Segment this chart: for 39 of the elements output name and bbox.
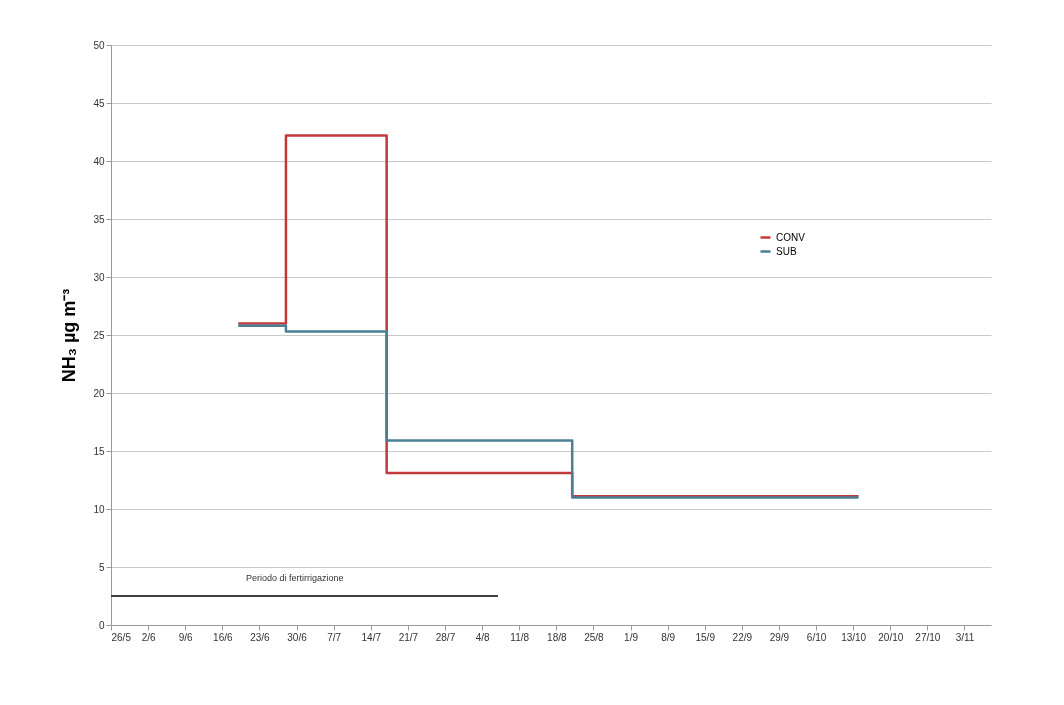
annotation: Periodo di fertirrigazione [246,573,344,583]
x-tick-label: 28/7 [435,631,456,643]
x-tick-label: 11/8 [510,631,530,643]
x-tick-label: 7/7 [327,631,342,643]
x-tick-label: 22/9 [732,631,753,643]
x-tick-label: 15/9 [695,631,716,643]
x-tick-label: 3/11 [955,631,975,643]
x-tick-label: 27/10 [915,631,941,643]
x-tick-label: 8/9 [661,631,676,643]
x-tick-label: 2/6 [141,631,156,643]
legend-label: SUB [776,245,797,257]
y-tick-label: 20 [93,387,105,399]
x-tick-label: 13/10 [841,631,867,643]
y-tick-label: 10 [93,503,105,515]
x-tick-label: 14/7 [361,631,382,643]
x-tick-label: 23/6 [250,631,271,643]
y-tick-label: 30 [93,271,105,283]
y-tick-label: 0 [98,619,105,631]
y-tick-label: 35 [93,213,105,225]
legend-label: CONV [776,231,806,243]
x-tick-label: 9/6 [178,631,194,643]
x-tick-label: 25/8 [584,631,605,643]
x-tick-label: 16/6 [213,631,233,643]
y-tick-label: 5 [98,561,105,573]
y-tick-label: 40 [93,155,105,167]
y-tick-label: 45 [93,97,105,109]
x-tick-label: 26/5 [111,631,132,643]
x-tick-label: 4/8 [475,631,490,643]
x-tick-label: 20/10 [878,631,904,643]
x-tick-label: 30/6 [287,631,308,643]
y-tick-label: 25 [93,329,105,341]
y-tick-label: 50 [93,39,105,51]
x-tick-label: 18/8 [547,631,567,643]
y-tick-label: 15 [93,445,105,457]
x-tick-label: 21/7 [398,631,419,643]
x-tick-label: 29/9 [769,631,790,643]
x-tick-label: 1/9 [624,631,639,643]
x-tick-label: 6/10 [806,631,827,643]
y-axis-title: NH₃ µg m⁻³ [59,288,80,383]
